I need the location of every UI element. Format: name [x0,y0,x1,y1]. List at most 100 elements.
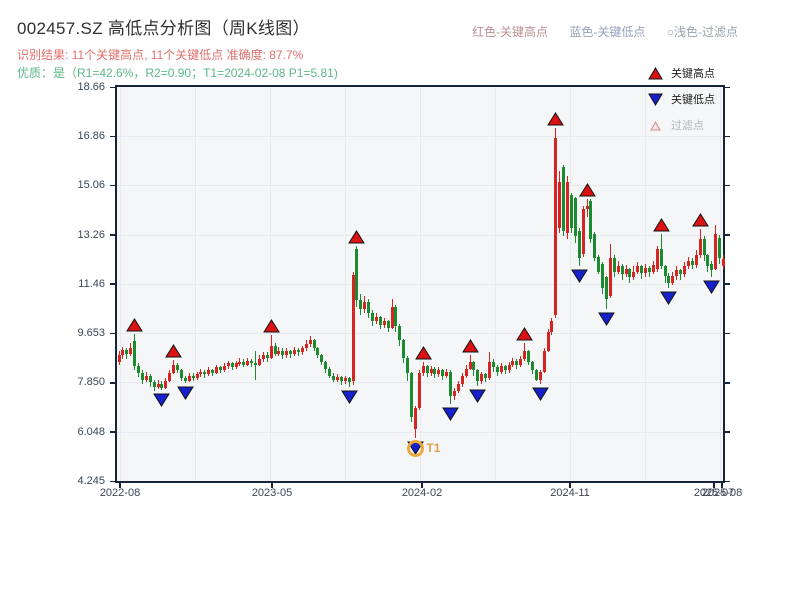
candle-up [257,359,261,365]
candle-up [374,316,378,321]
candle-up [195,374,199,379]
key-low-marker [176,386,194,401]
key-low-marker [660,291,678,306]
header-legend-filtered: ○浅色-过滤点 [666,25,738,39]
candle-up [671,275,675,283]
candle-down [324,361,328,369]
candle-down [573,197,577,237]
key-low-marker [531,387,549,401]
candle-down [230,363,234,368]
candle-up [417,372,421,409]
header-legend: 红色-关键高点 蓝色-关键低点 ○浅色-过滤点 [472,23,738,40]
candle-up [566,181,569,234]
key-low-marker [153,393,171,407]
candle-down [679,270,683,275]
candle-up [168,372,172,382]
candle-down [133,341,137,367]
legend-key-low-label: 关键低点 [671,94,715,106]
candle-up [429,368,433,373]
y-tick-label: 13.26 [77,228,105,241]
candle-down [339,376,343,382]
candle-down [254,363,257,366]
candle-down [378,316,382,326]
candle-down [367,301,371,313]
candle-wick [251,359,253,368]
candle-up [335,376,339,380]
candle-down [491,361,495,368]
candle-up [624,269,628,275]
candle-down [386,320,390,328]
red-up-triangle-icon [648,66,663,79]
candle-up [413,408,417,429]
candle-down [667,275,671,283]
candle-down [620,266,624,275]
candle-up [293,349,296,354]
quality-subtitle: 优质：是（R1=42.6%，R2=0.90；T1=2024-02-08 P1=5… [17,66,338,80]
candle-down [593,233,597,259]
candle-down [589,200,593,239]
candle-down [569,195,573,229]
candle-down [628,269,632,278]
y-tick-label: 18.66 [77,81,105,93]
candle-down [398,326,402,341]
x-tick-label: 2022-08 [99,487,141,499]
candle-up [363,301,367,309]
candle-down [515,360,519,365]
candle-down [425,366,429,373]
candle-down [503,366,507,371]
candle-up [156,383,160,387]
y-tick-mark-right [725,135,730,138]
candle-up [523,351,527,360]
x-tick-label: 2025-07 [693,487,735,499]
legend-key-high-label: 关键高点 [671,68,715,80]
candle-up [343,378,347,382]
candle-up [382,320,386,326]
candle-up [187,375,191,382]
header-legend-high: 红色-关键高点 [472,25,549,39]
key-high-marker [547,112,565,126]
x-tick-mark [271,483,273,488]
candle-down [265,355,269,358]
candle-down [441,370,445,376]
y-tick-label: 9.653 [77,327,105,340]
candle-down [179,370,183,379]
candle-up [550,320,554,332]
y-tick-mark-right [725,184,730,187]
candle-down [183,378,187,382]
candle-down [605,277,608,300]
candle-down [659,248,663,267]
legend-item-key-high: 关键高点 [648,60,715,86]
kline-chart-plot-area: T1 [115,85,725,483]
candle-down [359,300,363,309]
candle-down [140,372,144,380]
y-tick-label: 7.850 [77,376,105,389]
candle-up [117,355,121,362]
candle-down [690,260,694,265]
x-tick-mark [119,483,121,488]
candle-up [238,361,242,364]
x-gridline [570,87,571,481]
candle-down [706,255,710,267]
candle-up [172,364,176,373]
candle-wick [680,269,682,280]
candle-up [277,351,281,354]
candle-down [406,357,410,373]
y-tick-mark-right [725,86,730,89]
y-tick-mark-right [725,381,730,384]
key-high-marker [461,339,479,353]
candle-down [289,351,293,354]
key-high-marker [414,346,432,360]
candle-up [300,348,304,353]
candle-down [597,256,601,272]
candle-down [371,312,374,321]
key-high-marker [516,326,533,341]
candle-up [507,364,511,371]
candle-down [176,364,179,371]
x-gridline [720,87,721,481]
candle-down [125,349,129,354]
key-high-marker [348,229,366,244]
x-tick-label: 2023-05 [251,487,293,499]
candle-down [718,237,722,259]
x-gridline [195,87,196,481]
candle-up [226,363,230,367]
